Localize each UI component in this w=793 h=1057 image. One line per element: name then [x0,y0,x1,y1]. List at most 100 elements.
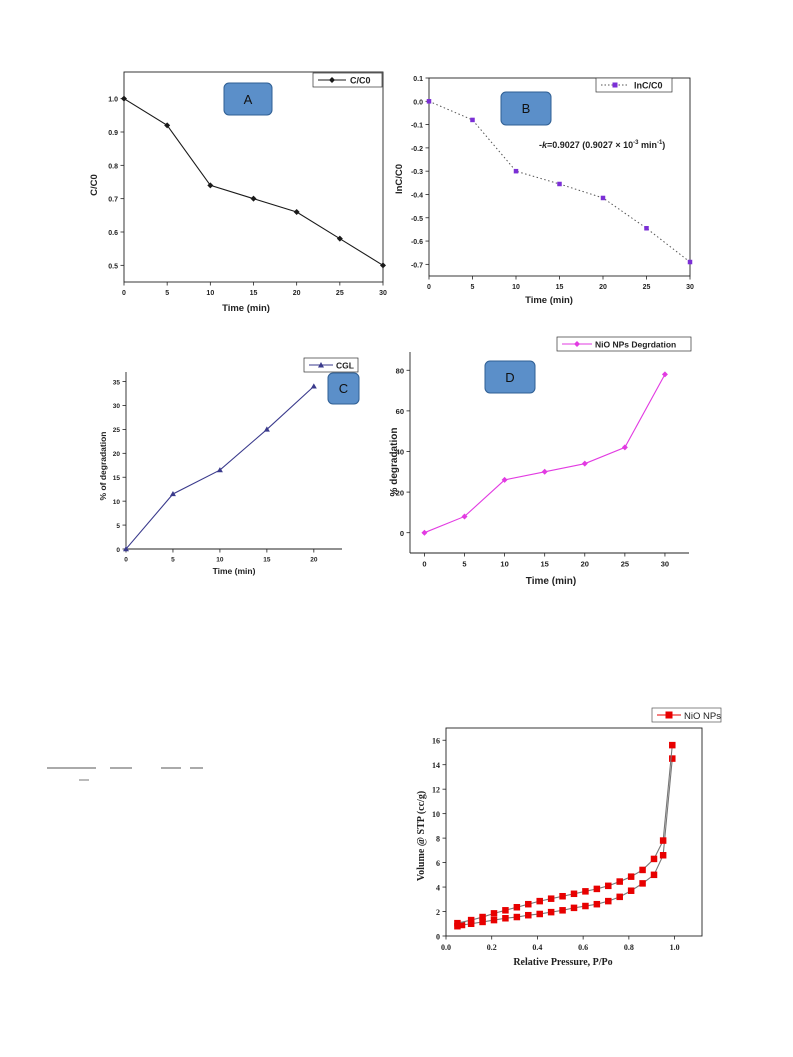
stray-lines [47,767,203,781]
panel-a-tag-label: A [244,92,253,107]
panel-b-x-tick-label: 25 [643,284,651,291]
isotherm-data-point [525,911,532,919]
isotherm-data-point [547,908,555,916]
isotherm-data-point [659,837,667,844]
isotherm-y-tick-label: 10 [432,810,440,819]
isotherm-data-point [502,907,509,914]
panel-b-x-tick-label: 15 [556,284,564,291]
panel-b-chart: 0 5 10 15 20 25 30 0.1 0.0 -0.1 -0.2 -0.3 -0.4 -0.5 -0… [394,76,694,306]
panel-c-x-tick-label: 10 [216,557,224,564]
panel-b-series [426,99,693,265]
panel-a-series [121,95,386,269]
panel-b-data-point [513,168,519,174]
panel-d-ticks: 0 5 10 15 20 25 30 0 20 40 60 80 [396,367,669,569]
isotherm-y-tick-label: 16 [432,737,440,746]
panel-d-x-tick-label: 0 [422,560,426,569]
panel-c-y-tick-label: 30 [113,403,121,410]
isotherm-y-tick-label: 12 [432,786,440,795]
isotherm-legend-marker [665,711,673,719]
panel-d-data-point [621,444,628,451]
panel-d-legend-label: NiO NPs Degrdation [595,340,676,350]
panel-c-x-tick-label: 0 [124,557,128,564]
panel-b-x-tick-label: 30 [686,284,694,291]
isotherm-data-point [513,903,521,911]
panel-b-data-point [426,99,432,104]
isotherm-data-point [582,888,589,895]
panel-d-series [421,371,668,536]
panel-d-data-point [661,371,668,378]
panel-a-data-point [293,209,300,215]
isotherm-y-tick-label: 14 [432,761,440,770]
isotherm-ticks: 0.0 0.2 0.4 0.6 0.8 1.0 0 2 4 6 8 10 12 14 16 [432,737,680,952]
isotherm-legend: NiO NPs [651,707,722,723]
isotherm-y-tick-label: 8 [436,835,440,844]
isotherm-data-point [605,882,612,890]
isotherm-series-line-adsorption [457,758,673,927]
panel-c-legend-marker [318,362,324,368]
panel-b-data-point [600,195,606,201]
panel-b-ticks: 0 5 10 15 20 25 30 0.1 0.0 -0.1 -0.2 -0.3 -0.4 -0.5 -0… [411,76,694,291]
panel-b-y-tick-label: -0.7 [411,262,423,269]
panel-c-y-tick-label: 25 [113,427,121,434]
isotherm-data-point [650,855,658,863]
panel-b-y-tick-label: -0.6 [411,239,423,246]
panel-d-y-tick-label: 40 [396,448,404,457]
panel-d-chart: 0 5 10 15 20 25 30 0 20 40 60 80 Time (min) % degra… [389,336,692,587]
panel-b-tag-label: B [522,101,531,116]
isotherm-data-point [616,878,623,885]
panel-d-y-axis-label: % degradation [389,428,400,497]
panel-c-y-tick-label: 5 [116,523,120,530]
isotherm-data-point [458,921,466,929]
isotherm-data-point [570,890,578,898]
isotherm-data-point [659,851,667,859]
panel-a-legend: C/C0 [312,72,383,88]
panel-b-series-line [428,100,691,263]
panel-c-y-axis-label: % of degradation [98,432,108,501]
panel-c-y-tick-label: 0 [116,547,120,554]
isotherm-data-point [502,915,509,922]
isotherm-data-point [559,907,566,914]
isotherm-data-point [639,880,646,887]
panel-b-rate-annotation: -k=0.9027 (0.9027 × 10-3 min-1) [539,140,665,150]
isotherm-y-tick-label: 0 [436,933,440,942]
isotherm-data-point [582,902,589,910]
panel-c-tag: C [327,372,360,405]
isotherm-data-point [593,900,601,908]
isotherm-data-point [525,900,532,908]
panel-a-legend-marker [329,77,335,83]
isotherm-y-axis-label: Volume @ STP (cc/g) [416,791,427,881]
panel-a-x-axis-label: Time (min) [222,303,270,314]
panel-b-y-tick-label: 0.1 [413,76,423,83]
isotherm-series [454,741,676,930]
panel-d-y-tick-label: 60 [396,407,404,416]
isotherm-x-axis-label: Relative Pressure, P/Po [513,957,612,968]
panel-a-data-point [164,122,171,129]
panel-c-y-tick-label: 35 [113,379,121,386]
panel-d-y-tick-label: 80 [396,367,404,376]
panel-c-data-point [263,426,270,432]
panel-a-data-point [207,182,214,189]
panel-d-data-point [461,513,468,520]
isotherm-data-point [570,904,578,912]
panel-d-y-tick-label: 0 [400,529,404,538]
panel-c-data-point [216,467,223,473]
panel-d-data-point [581,460,588,467]
panel-b-legend-label: lnC/C0 [634,81,663,91]
panel-b-y-tick-label: -0.2 [411,146,423,153]
panel-d-x-tick-label: 15 [541,560,549,569]
panel-b-legend: lnC/C0 [595,77,673,93]
panel-d-y-tick-label: 20 [396,488,404,497]
panel-c-x-tick-label: 15 [263,557,271,564]
isotherm-y-tick-label: 2 [436,908,440,917]
isotherm-data-point [650,871,658,879]
panel-a-legend-label: C/C0 [350,76,371,86]
isotherm-legend-label: NiO NPs [684,711,721,722]
panel-a-y-tick-label: 0.6 [108,230,118,237]
isotherm-data-point [490,916,498,924]
panel-c-chart: 0 5 10 15 20 0 5 10 15 20 25 30 35 Time (min) % of d… [98,357,360,576]
panel-d-data-point [501,476,508,483]
isotherm-y-tick-label: 4 [436,884,440,893]
panel-c-data-point [310,383,317,389]
panel-c-x-tick-label: 5 [171,557,175,564]
